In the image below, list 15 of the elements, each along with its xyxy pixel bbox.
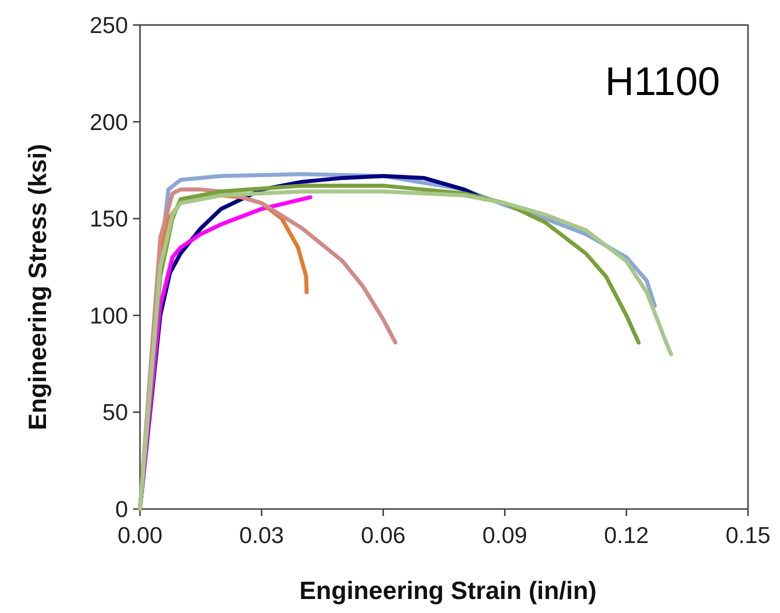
x-axis-title: Engineering Strain (in/in) bbox=[299, 577, 597, 605]
y-axis-title: Engineering Stress (ksi) bbox=[24, 144, 52, 430]
x-tick-label: 0.00 bbox=[118, 522, 162, 548]
x-tick-label: 0.12 bbox=[604, 522, 649, 548]
y-tick-label: 150 bbox=[90, 206, 128, 232]
y-tick-label: 100 bbox=[90, 302, 128, 328]
y-tick-label: 250 bbox=[90, 12, 128, 38]
annotation: H1100 bbox=[605, 60, 720, 104]
y-tick-label: 0 bbox=[115, 496, 128, 522]
x-tick-label: 0.09 bbox=[482, 522, 528, 548]
y-tick-label: 50 bbox=[102, 399, 128, 426]
x-tick-label: 0.06 bbox=[360, 522, 406, 548]
y-tick-label: 200 bbox=[90, 108, 128, 135]
x-tick-label: 0.15 bbox=[726, 522, 770, 548]
x-tick-label: 0.03 bbox=[239, 522, 284, 548]
